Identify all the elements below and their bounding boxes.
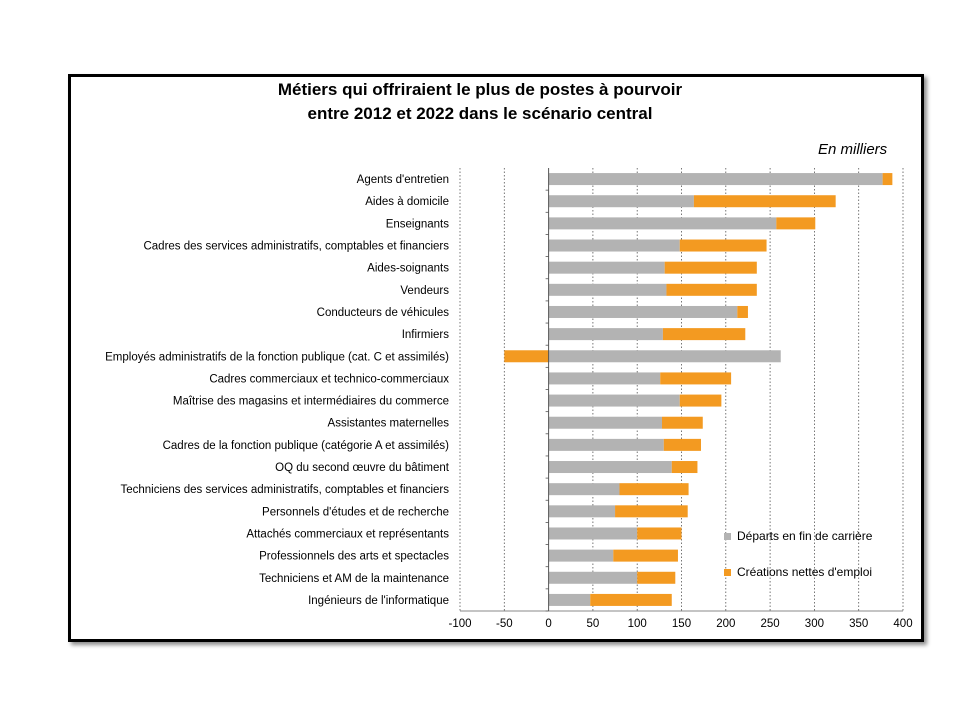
bar-creations-17: [613, 549, 678, 562]
x-tick-label-8: 300: [805, 618, 824, 630]
category-label-10: Maîtrise des magasins et intermédiaires …: [173, 396, 449, 408]
bar-creations-9: [660, 372, 732, 385]
bar-creations-2: [776, 217, 816, 230]
bar-departs-1: [548, 195, 694, 208]
legend-label-1: Créations nettes d'emploi: [737, 565, 872, 579]
bar-creations-10: [679, 394, 722, 407]
bar-creations-18: [637, 571, 676, 584]
bar-creations-19: [590, 593, 672, 606]
category-label-7: Infirmiers: [402, 329, 450, 341]
category-label-8: Employés administratifs de la fonction p…: [105, 351, 449, 363]
x-tick-label-1: -50: [496, 618, 513, 630]
bar-creations-1: [693, 195, 836, 208]
bar-creations-15: [615, 505, 688, 518]
bar-departs-0: [548, 173, 883, 186]
category-label-18: Techniciens et AM de la maintenance: [259, 573, 449, 585]
bar-departs-19: [548, 593, 591, 606]
bar-creations-11: [662, 416, 703, 429]
bar-departs-15: [548, 505, 616, 518]
category-label-16: Attachés commerciaux et représentants: [246, 528, 449, 540]
category-label-3: Cadres des services administratifs, comp…: [143, 241, 449, 253]
bar-departs-16: [548, 527, 638, 540]
category-label-6: Conducteurs de véhicules: [317, 307, 450, 319]
x-tick-label-2: 0: [545, 618, 551, 630]
chart-title-line2: entre 2012 et 2022 dans le scénario cent…: [307, 104, 653, 123]
bar-creations-16: [637, 527, 682, 540]
x-tick-label-10: 400: [893, 618, 912, 630]
bar-departs-3: [548, 239, 680, 252]
category-label-19: Ingénieurs de l'informatique: [308, 595, 449, 607]
bar-departs-17: [548, 549, 614, 562]
bar-creations-0: [882, 173, 893, 186]
category-label-2: Enseignants: [386, 218, 450, 230]
x-tick-label-4: 100: [628, 618, 647, 630]
category-label-15: Personnels d'études et de recherche: [262, 506, 449, 518]
category-label-13: OQ du second œuvre du bâtiment: [275, 462, 450, 474]
legend-swatch-0: [724, 533, 731, 540]
chart-title-line1: Métiers qui offriraient le plus de poste…: [277, 80, 683, 99]
chart-frame: [68, 74, 924, 642]
x-tick-label-0: -100: [448, 618, 471, 630]
x-tick-label-6: 200: [716, 618, 735, 630]
legend-label-0: Départs en fin de carrière: [737, 529, 873, 543]
x-tick-label-5: 150: [672, 618, 691, 630]
bar-departs-13: [548, 461, 672, 474]
bar-departs-2: [548, 217, 777, 230]
x-tick-label-3: 50: [587, 618, 600, 630]
category-label-14: Techniciens des services administratifs,…: [120, 484, 449, 496]
bar-departs-9: [548, 372, 661, 385]
bar-departs-4: [548, 261, 665, 274]
bar-creations-12: [663, 438, 701, 451]
bar-creations-6: [737, 305, 748, 318]
bar-departs-18: [548, 571, 638, 584]
bar-departs-8: [548, 350, 781, 363]
bar-departs-14: [548, 483, 620, 496]
category-label-12: Cadres de la fonction publique (catégori…: [163, 440, 450, 452]
bar-departs-10: [548, 394, 680, 407]
bar-departs-6: [548, 305, 738, 318]
bar-creations-5: [666, 283, 757, 296]
x-tick-label-9: 350: [849, 618, 868, 630]
category-label-9: Cadres commerciaux et technico-commercia…: [209, 373, 449, 385]
legend-swatch-1: [724, 569, 731, 576]
bar-departs-12: [548, 438, 664, 451]
bar-creations-4: [664, 261, 757, 274]
category-label-4: Aides-soignants: [367, 263, 449, 275]
bar-creations-3: [679, 239, 767, 252]
bar-departs-11: [548, 416, 663, 429]
unit-label: En milliers: [818, 141, 888, 158]
bar-creations-13: [671, 461, 698, 474]
bar-departs-7: [548, 328, 663, 341]
category-label-11: Assistantes maternelles: [328, 418, 450, 430]
bar-departs-5: [548, 283, 667, 296]
x-tick-label-7: 250: [761, 618, 780, 630]
category-label-0: Agents d'entretien: [357, 174, 449, 186]
category-label-17: Professionnels des arts et spectacles: [259, 551, 449, 563]
bar-creations-8: [504, 350, 549, 363]
category-label-1: Aides à domicile: [365, 196, 449, 208]
category-label-5: Vendeurs: [400, 285, 449, 297]
bar-creations-7: [662, 328, 746, 341]
bar-creations-14: [619, 483, 689, 496]
